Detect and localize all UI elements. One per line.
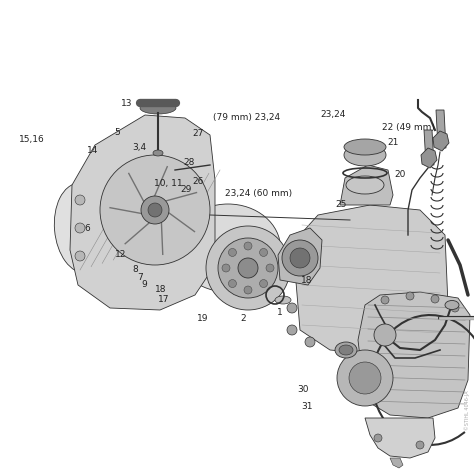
- Circle shape: [222, 264, 230, 272]
- Polygon shape: [278, 228, 322, 285]
- Circle shape: [228, 280, 237, 288]
- Text: 14: 14: [87, 146, 98, 155]
- Circle shape: [244, 286, 252, 294]
- Ellipse shape: [275, 296, 291, 304]
- Text: 25: 25: [336, 201, 347, 209]
- Circle shape: [282, 240, 318, 276]
- Text: 1: 1: [277, 309, 283, 317]
- Circle shape: [228, 248, 237, 256]
- Circle shape: [374, 434, 382, 442]
- Polygon shape: [358, 292, 470, 418]
- Text: 18: 18: [155, 285, 167, 293]
- Circle shape: [225, 255, 261, 291]
- Ellipse shape: [140, 102, 176, 114]
- Circle shape: [238, 258, 258, 278]
- Circle shape: [287, 325, 297, 335]
- Text: 29: 29: [180, 185, 191, 194]
- Polygon shape: [390, 458, 403, 468]
- Ellipse shape: [335, 342, 357, 358]
- Circle shape: [218, 238, 278, 298]
- Text: 27: 27: [192, 129, 204, 138]
- Circle shape: [381, 296, 389, 304]
- Circle shape: [206, 226, 290, 310]
- Text: 15,16: 15,16: [19, 136, 45, 144]
- Circle shape: [75, 251, 85, 261]
- Text: 12: 12: [115, 250, 127, 258]
- Text: 22 (49 mm): 22 (49 mm): [382, 123, 435, 131]
- Circle shape: [431, 295, 439, 303]
- Circle shape: [141, 196, 169, 224]
- Text: 20: 20: [395, 170, 406, 179]
- Text: 5: 5: [115, 128, 120, 137]
- Text: 23,24: 23,24: [320, 110, 346, 119]
- Circle shape: [406, 292, 414, 300]
- Ellipse shape: [153, 150, 163, 156]
- Text: 10, 11: 10, 11: [154, 180, 182, 188]
- Polygon shape: [433, 131, 449, 151]
- Text: 19: 19: [197, 314, 209, 323]
- Polygon shape: [70, 115, 215, 310]
- Circle shape: [75, 223, 85, 233]
- Polygon shape: [365, 418, 435, 458]
- Text: ©STIHL 4046-JA: ©STIHL 4046-JA: [465, 391, 470, 430]
- Text: 30: 30: [298, 385, 309, 394]
- Text: 28: 28: [183, 158, 194, 166]
- Ellipse shape: [175, 204, 281, 292]
- Ellipse shape: [346, 176, 384, 194]
- Circle shape: [290, 248, 310, 268]
- Ellipse shape: [344, 139, 386, 155]
- Polygon shape: [421, 148, 437, 168]
- Polygon shape: [340, 165, 393, 205]
- Circle shape: [266, 264, 274, 272]
- Circle shape: [287, 303, 297, 313]
- Text: 13: 13: [121, 99, 132, 108]
- Polygon shape: [436, 110, 446, 148]
- Text: 26: 26: [192, 177, 204, 185]
- Circle shape: [451, 304, 459, 312]
- Text: 2: 2: [240, 314, 246, 323]
- Text: 3,4: 3,4: [133, 144, 147, 152]
- Circle shape: [416, 441, 424, 449]
- Text: 21: 21: [388, 138, 399, 146]
- Polygon shape: [424, 130, 434, 165]
- Text: 7: 7: [137, 273, 143, 282]
- Circle shape: [100, 155, 210, 265]
- Ellipse shape: [55, 183, 109, 273]
- Text: 31: 31: [301, 402, 313, 411]
- Text: 8: 8: [132, 265, 138, 273]
- Ellipse shape: [344, 144, 386, 166]
- Circle shape: [260, 280, 267, 288]
- Circle shape: [337, 350, 393, 406]
- Circle shape: [374, 324, 396, 346]
- Circle shape: [75, 195, 85, 205]
- Ellipse shape: [339, 345, 353, 355]
- Text: 9: 9: [142, 280, 147, 289]
- Text: (79 mm) 23,24: (79 mm) 23,24: [213, 113, 280, 122]
- Circle shape: [349, 362, 381, 394]
- Circle shape: [260, 248, 267, 256]
- Polygon shape: [295, 205, 448, 355]
- Ellipse shape: [445, 301, 459, 310]
- Circle shape: [244, 242, 252, 250]
- Text: 18: 18: [301, 276, 313, 285]
- Text: 17: 17: [158, 295, 169, 304]
- Circle shape: [305, 337, 315, 347]
- Text: 6: 6: [85, 224, 91, 233]
- Circle shape: [148, 203, 162, 217]
- Text: 23,24 (60 mm): 23,24 (60 mm): [225, 189, 292, 198]
